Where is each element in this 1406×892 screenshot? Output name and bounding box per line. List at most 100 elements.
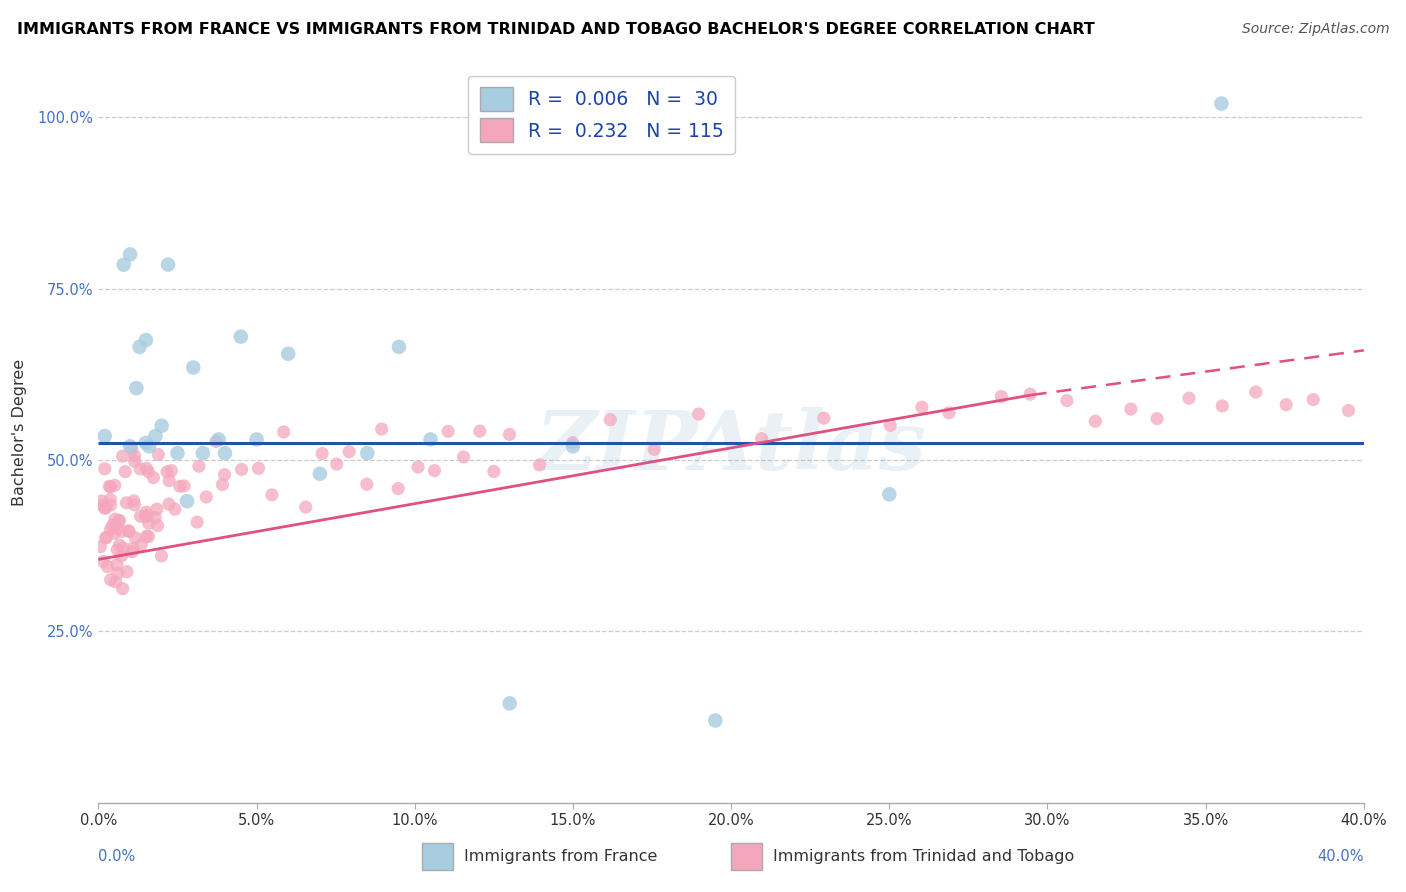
Point bbox=[93, 501, 115, 516]
Point bbox=[146, 518, 169, 533]
Point bbox=[1119, 402, 1142, 417]
Point bbox=[1302, 392, 1324, 407]
Point bbox=[104, 574, 127, 589]
Text: Immigrants from Trinidad and Tobago: Immigrants from Trinidad and Tobago bbox=[773, 849, 1074, 863]
Point bbox=[337, 444, 360, 458]
Point bbox=[100, 480, 122, 494]
Point bbox=[325, 457, 347, 471]
Point bbox=[260, 488, 283, 502]
Point bbox=[211, 477, 233, 491]
Point bbox=[100, 573, 122, 587]
Point bbox=[704, 714, 727, 728]
Point bbox=[105, 521, 128, 535]
Point bbox=[122, 493, 145, 508]
Point bbox=[91, 498, 114, 512]
Point bbox=[643, 442, 665, 457]
Point bbox=[1211, 96, 1233, 111]
Point bbox=[146, 502, 169, 516]
Point bbox=[129, 509, 152, 524]
Point bbox=[157, 474, 180, 488]
Point bbox=[163, 502, 186, 516]
Point bbox=[277, 347, 299, 361]
Point bbox=[186, 515, 208, 529]
Point bbox=[468, 424, 491, 438]
Point bbox=[93, 429, 117, 443]
Point bbox=[1337, 403, 1360, 417]
Point bbox=[160, 464, 183, 478]
Point bbox=[104, 512, 127, 526]
Point bbox=[100, 492, 122, 507]
Point bbox=[135, 529, 157, 543]
Point bbox=[108, 513, 131, 527]
Point bbox=[1019, 387, 1042, 401]
Point bbox=[387, 482, 409, 496]
Text: Source: ZipAtlas.com: Source: ZipAtlas.com bbox=[1241, 22, 1389, 37]
Point bbox=[131, 538, 153, 552]
Point bbox=[111, 549, 134, 563]
Point bbox=[1056, 393, 1078, 408]
Point bbox=[115, 496, 138, 510]
Point bbox=[135, 505, 157, 519]
Point bbox=[751, 432, 773, 446]
Point bbox=[121, 541, 143, 556]
Point bbox=[112, 258, 135, 272]
Point bbox=[311, 446, 333, 460]
Point bbox=[388, 340, 411, 354]
Point bbox=[136, 508, 159, 523]
Point bbox=[107, 566, 129, 581]
Point bbox=[111, 449, 134, 463]
Point bbox=[142, 470, 165, 484]
Point bbox=[561, 435, 583, 450]
Point bbox=[813, 411, 835, 425]
Point bbox=[145, 429, 166, 443]
Point bbox=[195, 490, 218, 504]
Point bbox=[124, 454, 146, 468]
Point bbox=[356, 446, 378, 460]
Point bbox=[169, 479, 191, 493]
Point bbox=[356, 477, 378, 491]
Point bbox=[103, 526, 125, 541]
Point bbox=[309, 467, 332, 481]
Point bbox=[94, 531, 117, 545]
Point bbox=[437, 425, 460, 439]
Point bbox=[138, 439, 160, 453]
Text: IMMIGRANTS FROM FRANCE VS IMMIGRANTS FROM TRINIDAD AND TOBAGO BACHELOR'S DEGREE : IMMIGRANTS FROM FRANCE VS IMMIGRANTS FRO… bbox=[17, 22, 1095, 37]
Point bbox=[150, 418, 173, 433]
Point bbox=[498, 697, 520, 711]
Point bbox=[247, 461, 270, 475]
Point bbox=[498, 427, 520, 442]
Point bbox=[135, 333, 157, 347]
Point bbox=[150, 549, 173, 563]
Point bbox=[105, 558, 128, 572]
Point bbox=[599, 412, 621, 426]
Point bbox=[1146, 411, 1168, 425]
Point bbox=[370, 422, 392, 436]
Point bbox=[1211, 399, 1233, 413]
Point bbox=[877, 487, 900, 501]
Point bbox=[124, 531, 146, 545]
Text: ZIPAtlas: ZIPAtlas bbox=[536, 408, 927, 487]
Point bbox=[294, 500, 316, 515]
Point bbox=[176, 494, 198, 508]
Point bbox=[96, 559, 118, 574]
Point bbox=[112, 541, 135, 556]
Point bbox=[100, 522, 122, 536]
Point bbox=[124, 498, 146, 512]
Point bbox=[125, 381, 148, 395]
Text: 0.0%: 0.0% bbox=[98, 849, 135, 863]
Point bbox=[157, 497, 180, 511]
Point bbox=[135, 461, 157, 475]
Point bbox=[156, 465, 179, 479]
Point bbox=[117, 524, 139, 538]
Point bbox=[157, 258, 180, 272]
Point bbox=[529, 458, 551, 472]
Point bbox=[143, 510, 166, 524]
Point bbox=[561, 439, 585, 453]
Point bbox=[135, 436, 157, 450]
Point bbox=[214, 446, 236, 460]
Point bbox=[148, 448, 170, 462]
Point bbox=[990, 390, 1012, 404]
Point bbox=[121, 545, 143, 559]
Point bbox=[482, 465, 505, 479]
Point bbox=[138, 529, 160, 543]
